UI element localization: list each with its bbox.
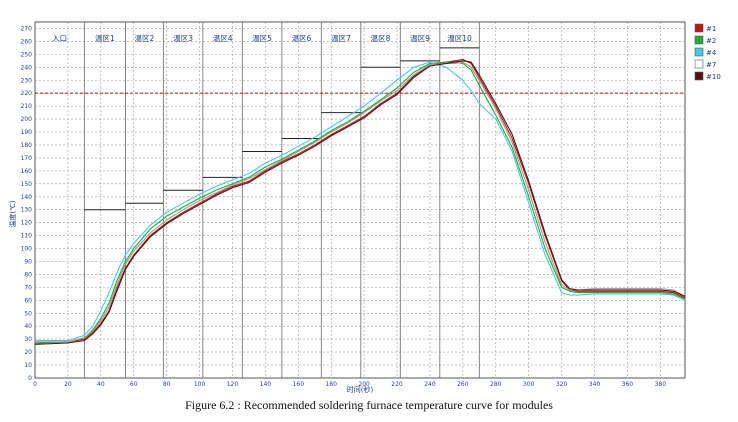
y-tick-label: 60 — [24, 297, 32, 304]
series-line-n4 — [35, 61, 686, 342]
x-tick-label: 240 — [424, 381, 436, 388]
y-tick-label: 190 — [21, 129, 33, 136]
y-tick-label: 210 — [21, 103, 33, 110]
y-tick-label: 130 — [21, 207, 33, 214]
x-tick-label: 20 — [64, 381, 72, 388]
y-tick-label: 200 — [21, 116, 33, 123]
x-tick-label: 360 — [622, 381, 634, 388]
y-tick-label: 100 — [21, 246, 33, 253]
x-tick-label: 80 — [163, 381, 171, 388]
y-tick-label: 250 — [21, 51, 33, 58]
y-tick-label: 70 — [24, 284, 32, 291]
y-tick-label: 150 — [21, 181, 33, 188]
y-tick-label: 0 — [28, 375, 32, 382]
y-tick-label: 240 — [21, 64, 33, 71]
y-tick-label: 270 — [21, 25, 33, 32]
zone-label: 温区5 — [252, 34, 272, 43]
y-tick-label: 230 — [21, 77, 33, 84]
x-axis-title: 时间(秒) — [347, 385, 374, 394]
x-tick-label: 180 — [325, 381, 337, 388]
series-line-n10 — [34, 60, 686, 345]
y-tick-label: 170 — [21, 155, 33, 162]
legend-swatch — [694, 35, 704, 45]
x-tick-label: 140 — [260, 381, 272, 388]
y-tick-labels: 0 10 20 30 40 50 60 70 80 90 100 110 120 130 140 150 160… — [21, 25, 33, 382]
y-tick-label: 40 — [24, 323, 32, 330]
series-line-n2 — [34, 61, 686, 344]
y-tick-label: 20 — [24, 349, 32, 356]
y-tick-label: 140 — [21, 194, 33, 201]
x-tick-labels: 0 20 40 60 80 100 120 140 160 180 200 220 240 260 280 3… — [33, 381, 666, 388]
legend-label: #10 — [706, 73, 721, 81]
x-tick-label: 320 — [556, 381, 568, 388]
legend-swatch — [694, 59, 704, 69]
x-tick-label: 200 — [358, 381, 370, 388]
x-tick-label: 160 — [293, 381, 305, 388]
zone-label: 温区2 — [135, 34, 155, 43]
x-tick-label: 120 — [227, 381, 239, 388]
y-tick-label: 220 — [21, 90, 33, 97]
y-tick-label: 180 — [21, 142, 33, 149]
legend-label: #2 — [706, 37, 716, 45]
legend: #1 #2 #4 #7 #10 — [694, 23, 721, 81]
x-tick-label: 300 — [523, 381, 535, 388]
zone-label: 温区1 — [95, 34, 115, 43]
zone-label: 温区10 — [447, 34, 472, 43]
y-tick-label: 30 — [24, 336, 32, 343]
zone-label: 温区3 — [173, 34, 193, 43]
x-tick-label: 40 — [97, 381, 105, 388]
y-tick-label: 110 — [21, 233, 33, 240]
legend-swatch — [694, 47, 704, 57]
zones: 入口 温区1 温区2 温区3 温区4 温区5 温区6 温区7 温区8 温区9 温区10 — [52, 22, 480, 378]
legend-label: #1 — [706, 25, 716, 33]
figure-caption: Figure 6.2 : Recommended soldering furna… — [185, 398, 553, 412]
y-tick-label: 10 — [24, 362, 32, 369]
zone-label: 温区4 — [213, 34, 233, 43]
y-tick-label: 260 — [21, 38, 33, 45]
zone-label: 温区8 — [371, 34, 391, 43]
x-tick-label: 0 — [33, 381, 37, 388]
series-lines — [34, 58, 686, 345]
x-tick-label: 220 — [391, 381, 403, 388]
legend-swatch — [694, 71, 704, 81]
x-tick-label: 260 — [457, 381, 469, 388]
zone-label: 温区9 — [410, 34, 430, 43]
legend-swatch — [694, 23, 704, 33]
series-line-n7 — [35, 61, 686, 343]
legend-label: #7 — [706, 61, 716, 69]
zone-label: 温区6 — [292, 34, 312, 43]
x-tick-label: 100 — [194, 381, 206, 388]
y-tick-label: 50 — [24, 310, 32, 317]
y-tick-label: 120 — [21, 220, 33, 227]
y-tick-label: 80 — [24, 271, 32, 278]
x-tick-label: 380 — [655, 381, 667, 388]
zone-label: 温区7 — [331, 34, 351, 43]
x-tick-label: 280 — [490, 381, 502, 388]
y-tick-label: 160 — [21, 168, 33, 175]
y-axis-title: 温度(℃) — [8, 200, 17, 228]
plot-area — [34, 21, 686, 379]
x-tick-label: 340 — [589, 381, 601, 388]
zone-label: 入口 — [52, 34, 67, 43]
grid — [35, 22, 685, 378]
y-tick-label: 90 — [24, 258, 32, 265]
legend-label: #4 — [706, 49, 717, 57]
x-tick-label: 60 — [130, 381, 138, 388]
